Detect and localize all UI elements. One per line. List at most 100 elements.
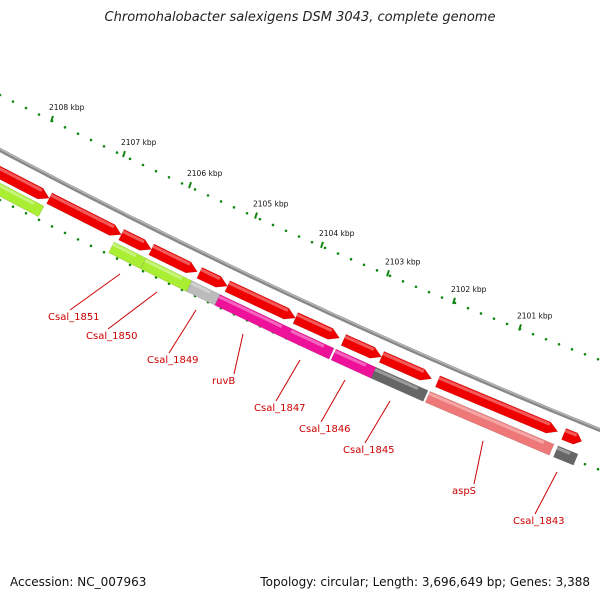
gene-arrow-shine — [428, 392, 545, 444]
gene-label: Csal_1847 — [254, 403, 306, 414]
ruler-dot — [193, 188, 197, 191]
gene-arrow-body — [424, 390, 555, 456]
inner-ruler-dot — [583, 462, 587, 466]
ruler-dot — [349, 257, 353, 261]
gene-arrow-body — [330, 348, 377, 379]
major-tick — [122, 150, 126, 158]
inner-ruler-dot — [11, 205, 15, 208]
label-leader-line — [107, 291, 158, 330]
ruler-dot — [427, 290, 431, 294]
gene-arrow-body — [340, 333, 383, 359]
gene-arrow — [0, 177, 45, 218]
kbp-tick-label: 2105 kbp — [253, 200, 289, 209]
kbp-tick-label: 2101 kbp — [517, 311, 553, 320]
ruler-dot — [310, 240, 314, 244]
gene-label: ruvB — [212, 376, 235, 387]
gene-label: Csal_1843 — [513, 516, 565, 527]
gene-arrow-shine — [296, 313, 333, 333]
inner-ruler-dot — [50, 225, 54, 228]
gene-arrow — [553, 445, 579, 466]
inner-ruler-dot — [63, 231, 67, 235]
gene-label: Csal_1851 — [48, 312, 100, 323]
inner-ruler-dot — [102, 250, 106, 254]
ruler-dot — [388, 274, 392, 278]
backbone-highlight — [0, 148, 600, 430]
genome-summary-text: Topology: circular; Length: 3,696,649 bp… — [260, 575, 590, 589]
label-leader-line — [534, 471, 558, 515]
inner-ruler-dot — [89, 244, 93, 248]
gene-arrow-body — [186, 280, 221, 306]
ruler-dot — [89, 138, 93, 142]
ruler-dot — [466, 306, 470, 310]
gene-arrow-body — [378, 350, 433, 381]
gene-arrow — [370, 366, 429, 402]
gene-arrow-shine — [228, 281, 289, 312]
gene-arrow — [330, 348, 377, 379]
ruler-dot — [128, 157, 132, 161]
gene-arrow — [0, 160, 50, 200]
inner-ruler-dot — [0, 198, 2, 202]
kbp-tick-label: 2106 kbp — [187, 169, 223, 178]
ruler-dot — [245, 211, 249, 215]
gene-arrow-shine — [50, 193, 115, 229]
gene-arrow — [224, 280, 296, 320]
gene-arrow-body — [0, 177, 45, 218]
gene-arrow — [292, 312, 341, 340]
kbp-tick-label: 2103 kbp — [385, 257, 421, 266]
label-leader-line — [275, 359, 301, 402]
ruler-dot — [11, 100, 15, 103]
kbp-tick-label: 2107 kbp — [121, 138, 157, 147]
gene-arrow-shine — [382, 352, 425, 373]
ruler-dot — [531, 332, 535, 336]
gene-arrow — [140, 257, 193, 292]
ruler-dot — [583, 352, 587, 356]
inner-ruler-dot — [115, 257, 119, 260]
gene-arrow — [46, 192, 122, 236]
gene-arrow-shine — [374, 368, 419, 391]
ruler-dot — [206, 194, 210, 197]
ruler-dot — [505, 322, 509, 326]
ruler-dot — [375, 269, 379, 272]
ruler-dot — [219, 200, 223, 203]
gene-arrow-shine — [190, 281, 211, 294]
ruler-dot — [232, 206, 236, 209]
major-tick — [386, 269, 390, 277]
gene-arrow-shine — [564, 429, 578, 437]
ruler-dot — [401, 280, 405, 283]
gene-arrow — [286, 328, 335, 360]
gene-arrow-body — [434, 375, 559, 434]
inner-ruler-dot — [37, 218, 41, 222]
ruler-dot — [362, 263, 366, 267]
label-leader-line — [69, 273, 121, 311]
ruler-dot — [479, 312, 483, 315]
ruler-dot — [76, 132, 80, 136]
ruler-dot — [596, 357, 600, 361]
gene-arrow-body — [118, 228, 152, 251]
major-tick — [50, 115, 54, 123]
ruler-dot — [0, 93, 2, 97]
kbp-tick-label: 2102 kbp — [451, 285, 487, 294]
feature-track-inner — [0, 177, 579, 466]
gene-arrow-body — [46, 192, 122, 236]
major-tick — [518, 324, 522, 331]
ruler-dot — [557, 342, 561, 346]
ruler-dot — [544, 337, 548, 341]
gene-arrow-shine — [290, 329, 325, 348]
gene-arrow-shine — [0, 161, 43, 192]
kbp-tick-label: 2104 kbp — [319, 229, 355, 238]
gene-arrow-body — [370, 366, 429, 402]
gene-arrow — [434, 375, 559, 434]
label-leader-line — [233, 333, 244, 375]
label-leader-line — [168, 309, 197, 354]
gene-arrow — [340, 333, 383, 359]
gene-arrow-shine — [112, 242, 137, 258]
gene-arrow-body — [224, 280, 296, 320]
ruler-dot — [154, 169, 158, 173]
gene-arrow — [561, 427, 583, 445]
inner-ruler-dot — [141, 269, 145, 273]
ruler-dot — [297, 235, 301, 238]
kbp-tick-label: 2108 kbp — [49, 103, 85, 112]
major-tick — [452, 297, 456, 305]
ruler-dot — [414, 285, 418, 289]
ruler-dot — [37, 113, 41, 116]
